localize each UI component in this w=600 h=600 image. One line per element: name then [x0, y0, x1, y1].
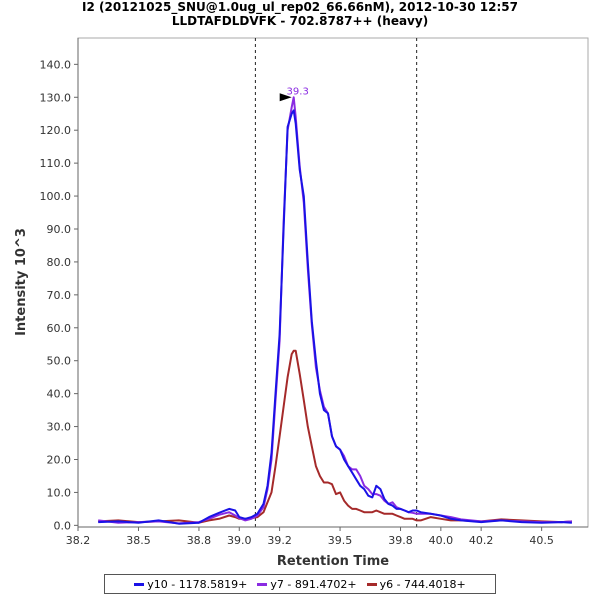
legend-swatch: [134, 582, 145, 586]
y-tick-label: 50.0: [47, 355, 72, 368]
y-tick-label: 60.0: [47, 322, 72, 335]
legend-label: y6 - 744.4018+: [379, 577, 466, 591]
peak-marker-arrow: [279, 93, 292, 102]
y-axis-ticks: 0.0 10.0 20.0 30.0 40.0 50.0 60.0 70.0 80.0 90.0 1…: [40, 58, 78, 532]
chart-title-line-1: I2 (20121025_SNU@1.0ug_ul_rep02_66.66nM)…: [82, 0, 518, 14]
x-tick-label: 38.5: [126, 534, 151, 547]
peak-label: 39.3: [287, 86, 309, 97]
x-tick-label: 40.2: [469, 534, 494, 547]
plot-background: [77, 37, 589, 528]
x-tick-label: 38.2: [66, 534, 91, 547]
x-axis-label: Retention Time: [277, 554, 389, 569]
legend-label: y10 - 1178.5819+: [147, 577, 248, 591]
chart-area: 0.0 10.0 20.0 30.0 40.0 50.0 60.0 70.0 80.0 90.0 1…: [14, 37, 589, 569]
x-tick-label: 38.8: [187, 534, 212, 547]
y-tick-label: 10.0: [47, 486, 72, 499]
x-tick-label: 40.0: [429, 534, 454, 547]
legend-swatch: [257, 582, 268, 586]
legend: y10 - 1178.5819+ y7 - 891.4702+ y6 - 744.4…: [104, 574, 496, 594]
series-line: [98, 109, 572, 525]
y-tick-label: 80.0: [47, 256, 72, 269]
y-tick-label: 30.0: [47, 421, 72, 434]
legend-label: y7 - 891.4702+: [270, 577, 357, 591]
y-axis-label: Intensity 10^3: [14, 228, 29, 336]
y-tick-label: 90.0: [47, 223, 72, 236]
x-axis-ticks: 38.2 38.5 38.8 39.0 39.2 39.5 39.8 40.0 40.2 40.5: [66, 527, 554, 547]
y-tick-label: 110.0: [40, 157, 72, 170]
chart-title-line-2: LLDTAFDLDVFK - 702.8787++ (heavy): [171, 14, 429, 28]
x-tick-label: 39.5: [328, 534, 353, 547]
y-tick-label: 70.0: [47, 289, 72, 302]
series-group: [98, 96, 572, 525]
peak-annotation: 39.3: [279, 86, 309, 102]
legend-item: y10 - 1178.5819+: [134, 578, 247, 591]
legend-swatch: [366, 582, 377, 586]
legend-item: y6 - 744.4018+: [366, 577, 466, 591]
y-tick-label: 100.0: [40, 190, 72, 203]
y-tick-label: 40.0: [47, 388, 72, 401]
x-tick-label: 40.5: [529, 534, 554, 547]
y-tick-label: 20.0: [47, 453, 72, 466]
y-tick-label: 0.0: [54, 519, 72, 532]
x-tick-label: 39.0: [227, 534, 252, 547]
legend-item: y7 - 891.4702+: [257, 577, 357, 591]
x-tick-label: 39.2: [267, 534, 292, 547]
x-tick-label: 39.8: [388, 534, 413, 547]
y-tick-label: 140.0: [40, 58, 72, 71]
y-tick-label: 120.0: [40, 124, 72, 137]
y-tick-label: 130.0: [40, 91, 72, 104]
